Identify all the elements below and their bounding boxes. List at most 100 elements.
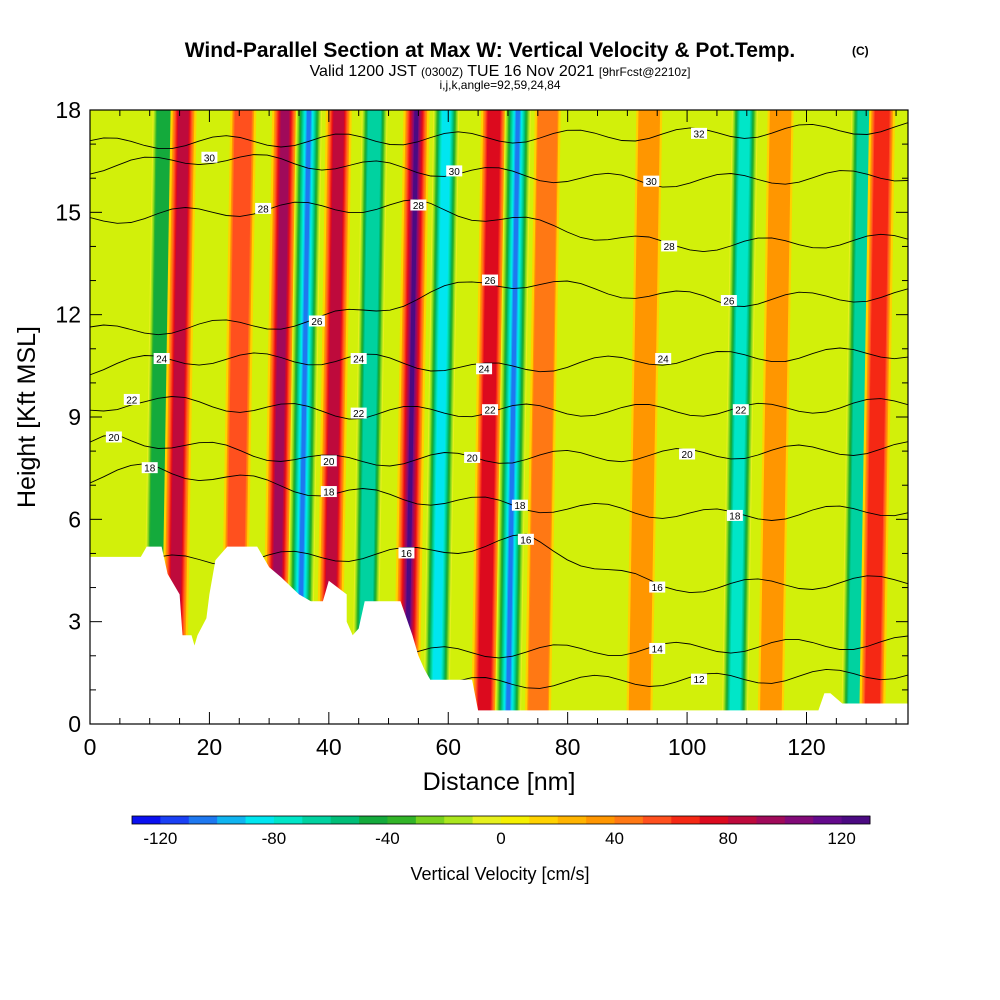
contour-label: 22 [735,406,747,417]
colorbar-tick-label: 80 [719,829,738,848]
colorbar-swatch [188,816,218,824]
copyright-mark: (C) [852,44,869,58]
isentrope-32 [90,122,908,150]
isentrope-18 [90,463,908,521]
velocity-streak-9 [477,110,501,724]
contour-label: 24 [479,365,491,376]
isentrope-22 [90,396,908,420]
x-tick-label: 0 [84,734,97,760]
x-tick-label: 120 [787,734,825,760]
contour-label: 12 [693,675,705,686]
contour-label: 16 [401,549,413,560]
colorbar-swatch [813,816,843,824]
velocity-streak-3 [270,110,290,724]
velocity-streak-8 [432,110,451,724]
velocity-streak-13 [729,110,751,724]
velocity-streak-15 [847,110,871,724]
isentrope-20 [90,434,908,467]
velocity-streak-16 [864,110,890,724]
colorbar-swatch [330,816,360,824]
contour-label: 22 [484,406,496,417]
contour-label-bg [691,673,708,685]
contour-label-bg [482,274,499,286]
contour-label-bg [720,295,737,307]
contour-label-bg [320,455,337,467]
valid-time-line: Valid 1200 JST (0300Z) TUE 16 Nov 2021 [… [310,63,691,80]
colorbar-swatch [784,816,814,824]
contour-label-bg [655,353,672,365]
contour-label-bg [661,240,678,252]
contour-label-bg [649,642,666,654]
colorbar-tick-label: 40 [605,829,624,848]
contour-label-bg [726,509,743,521]
colorbar-tick-label: -80 [262,829,287,848]
contour-label-bg [517,533,534,545]
colorbar-tick-label: -40 [375,829,400,848]
y-tick-label: 12 [55,302,81,328]
contour-label: 16 [520,535,532,546]
contour-label: 26 [311,317,323,328]
isentrope-28 [90,198,908,253]
contour-label-bg [105,431,122,443]
contour-label: 22 [353,409,365,420]
contour-label-bg [308,315,325,327]
colorbar-swatch [359,816,388,824]
contour-label-bg [464,451,481,463]
colorbar-swatch [557,816,587,824]
contour-label: 16 [652,583,664,594]
colorbar-swatch [217,816,247,824]
contour-label: 18 [514,501,526,512]
contour-label: 24 [658,355,670,366]
isentrope-24 [90,347,908,376]
contour-label: 24 [353,355,365,366]
y-tick-label: 0 [68,711,81,737]
x-tick-label: 100 [668,734,706,760]
velocity-streak-10 [505,110,520,724]
contour-label-bg [201,151,218,163]
contour-label: 32 [693,129,705,140]
colorbar-swatch [415,816,445,824]
y-tick-label: 9 [68,404,81,430]
colorbar-swatch [699,816,729,824]
isentrope-26 [90,280,908,336]
colorbar-tick-label: 0 [496,829,505,848]
velocity-streak-4 [296,110,311,724]
isentrope-30 [90,154,908,188]
colorbar-swatch [444,816,474,824]
colorbar-tick-label: -120 [143,829,177,848]
contour-label-bg [410,199,427,211]
colorbar-swatch [671,816,701,824]
contour-label: 30 [449,167,461,178]
contour-label: 14 [652,644,664,655]
contour-label-bg [350,407,367,419]
velocity-streak-12 [628,110,661,724]
velocity-streak-5 [323,110,345,724]
y-tick-label: 15 [55,199,81,225]
colorbar-swatch [273,816,303,824]
contour-label: 22 [126,395,138,406]
contour-label-bg [123,393,140,405]
contour-label: 24 [156,355,168,366]
contour-label: 28 [413,201,425,212]
chart-title: Wind-Parallel Section at Max W: Vertical… [185,39,796,62]
colorbar-swatch [132,816,161,824]
terrain-mask [90,546,908,724]
colorbar-swatch [614,816,644,824]
y-tick-label: 18 [55,97,81,123]
grid-indices-line: i,j,k,angle=92,59,24,84 [439,78,560,92]
velocity-streak-6 [358,110,382,724]
x-tick-label: 20 [197,734,223,760]
contour-label-bg [511,499,528,511]
contour-label: 18 [323,488,335,499]
x-axis-label: Distance [nm] [423,768,576,796]
velocity-streak-1 [168,110,189,724]
colorbar-swatch [501,816,530,824]
contour-label: 20 [467,453,479,464]
contour-label: 28 [664,242,676,253]
contour-label: 30 [646,177,658,188]
contour-label-bg [141,462,158,474]
contour-label: 26 [723,297,735,308]
colorbar-swatch [472,816,502,824]
contour-label-bg [320,486,337,498]
